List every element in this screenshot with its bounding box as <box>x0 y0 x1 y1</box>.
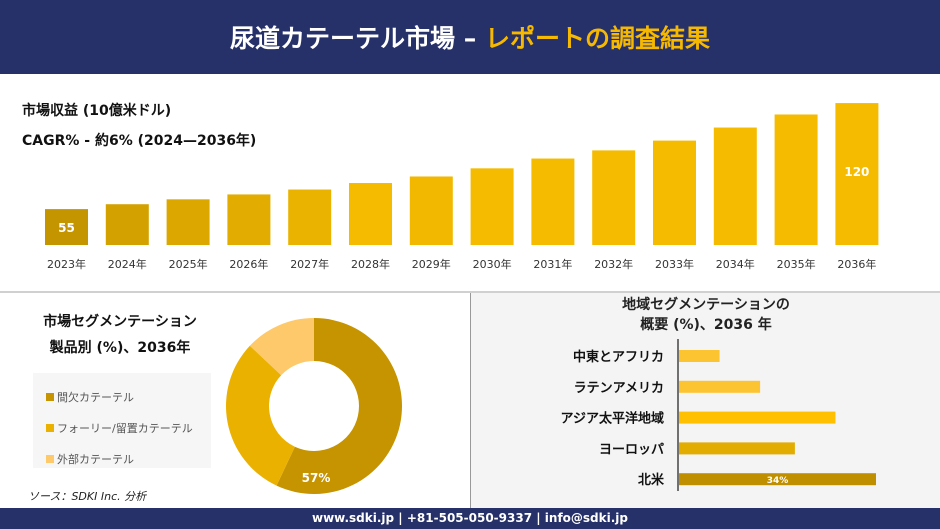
revenue-bar <box>531 158 575 245</box>
revenue-bar <box>288 189 332 245</box>
revenue-bar <box>653 140 696 245</box>
year-label: 2024年 <box>108 257 147 271</box>
title-line: 製品別 (%)、2036年 <box>49 340 191 356</box>
region-bar <box>679 350 720 362</box>
year-label: 2033年 <box>655 257 694 271</box>
year-label: 2029年 <box>412 257 451 271</box>
legend-label: 外部カテーテル <box>57 452 134 466</box>
revenue-bar <box>592 150 636 245</box>
regional-segmentation: 地域セグメンテーションの 概要 (%)、2036 年 中東とアフリカ ラテンアメリカ… <box>470 293 940 508</box>
divider <box>0 291 940 293</box>
legend-label: フォーリー/留置カテーテル <box>57 421 193 435</box>
region-bar <box>679 442 795 455</box>
revenue-bar <box>470 168 514 245</box>
product-chart-title: 市場セグメンテーション 製品別 (%)、2036年 <box>20 309 220 361</box>
region-bar <box>679 380 761 393</box>
donut-slice <box>249 318 314 376</box>
report-header: 尿道カテーテル市場 – レポートの調査結果 <box>0 0 940 74</box>
year-label: 2025年 <box>169 257 208 271</box>
year-label: 2023年 <box>47 257 86 271</box>
revenue-bar <box>227 194 271 245</box>
title-line: 地域セグメンテーションの <box>622 297 790 313</box>
header-title-accent: レポートの調査結果 <box>484 24 710 53</box>
regional-chart-title: 地域セグメンテーションの 概要 (%)、2036 年 <box>471 295 940 335</box>
legend-item: 外部カテーテル <box>33 443 211 474</box>
year-label: 2028年 <box>351 257 390 271</box>
year-label: 2034年 <box>716 257 755 271</box>
bar-data-label: 120 <box>844 165 869 179</box>
revenue-bar <box>409 176 453 245</box>
region-label: ヨーロッパ <box>599 442 664 457</box>
year-label: 2027年 <box>290 257 329 271</box>
legend-swatch <box>46 454 54 463</box>
year-label: 2031年 <box>533 257 572 271</box>
bar-data-label: 55 <box>58 221 75 235</box>
revenue-bar <box>45 209 88 245</box>
year-label: 2026年 <box>229 257 268 271</box>
region-label: アジア太平洋地域 <box>561 411 664 427</box>
revenue-bar <box>835 103 879 245</box>
product-donut-chart: 57% <box>226 318 402 494</box>
region-label: 中東とアフリカ <box>573 349 664 365</box>
footer-contact: www.sdki.jp | +81-505-050-9337 | info@sd… <box>0 508 940 529</box>
legend-label: 間欠カテーテル <box>57 390 134 404</box>
revenue-subtitle: 市場収益 (10億米ドル) <box>22 103 172 119</box>
legend-swatch <box>46 392 54 401</box>
revenue-section: 市場収益 (10億米ドル) CAGR% - 約6% (2024—2036年) 2… <box>0 74 940 290</box>
region-label: 北米 <box>638 472 665 488</box>
donut-slice <box>276 318 402 494</box>
product-legend: 間欠カテーテル フォーリー/留置カテーテル 外部カテーテル <box>33 373 211 468</box>
product-segmentation: 市場セグメンテーション 製品別 (%)、2036年 間欠カテーテル フォーリー/留… <box>0 293 470 508</box>
legend-item: 間欠カテーテル <box>33 381 211 412</box>
revenue-bar <box>105 204 149 245</box>
legend-swatch <box>46 423 54 432</box>
revenue-bar <box>166 199 210 245</box>
revenue-bar <box>774 114 818 245</box>
slice-data-label: 57% <box>302 471 331 485</box>
year-label: 2032年 <box>594 257 633 271</box>
revenue-bar <box>349 183 392 245</box>
year-label: 2036年 <box>837 257 876 271</box>
revenue-bar <box>713 127 757 245</box>
donut-slice <box>226 345 295 486</box>
year-label: 2035年 <box>777 257 816 271</box>
year-label: 2030年 <box>473 257 512 271</box>
header-title: 尿道カテーテル市場 – <box>230 24 477 53</box>
cagr-subtitle: CAGR% - 約6% (2024—2036年) <box>22 133 257 149</box>
region-bar <box>679 411 836 424</box>
title-line: 市場セグメンテーション <box>43 314 197 330</box>
region-label: ラテンアメリカ <box>574 381 664 396</box>
source-note: ソース：SDKI Inc. 分析 <box>28 490 147 503</box>
title-line: 概要 (%)、2036 年 <box>640 317 772 333</box>
bar-data-label: 34% <box>767 476 789 486</box>
region-bar <box>679 473 876 486</box>
legend-item: フォーリー/留置カテーテル <box>33 412 211 443</box>
